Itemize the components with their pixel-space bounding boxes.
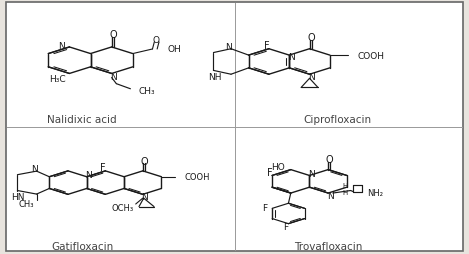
Text: H: H [342, 189, 348, 195]
Text: OCH₃: OCH₃ [111, 203, 133, 212]
Text: HO: HO [272, 162, 285, 171]
Text: O: O [152, 36, 159, 45]
Text: NH: NH [208, 72, 222, 82]
Text: O: O [307, 33, 315, 43]
Text: N: N [326, 191, 333, 200]
Text: F: F [100, 163, 106, 173]
Text: Ciprofloxacin: Ciprofloxacin [303, 115, 372, 125]
Text: F: F [262, 203, 267, 212]
Text: H₃C: H₃C [49, 74, 66, 83]
Text: CH₃: CH₃ [139, 86, 156, 95]
Text: COOH: COOH [358, 51, 385, 60]
Text: HN: HN [11, 192, 25, 201]
Text: F: F [267, 167, 272, 177]
Text: N: N [85, 170, 92, 180]
Text: N: N [225, 43, 232, 52]
Text: OH: OH [167, 45, 181, 54]
Text: NH₂: NH₂ [367, 188, 383, 198]
Text: COOH: COOH [185, 172, 211, 182]
Text: N: N [111, 72, 117, 81]
Text: N: N [308, 73, 315, 82]
Text: H: H [342, 183, 348, 189]
Text: O: O [326, 155, 333, 165]
Text: O: O [140, 156, 148, 166]
Text: N: N [141, 193, 148, 202]
Text: Trovafloxacin: Trovafloxacin [294, 241, 363, 251]
Text: Gatifloxacin: Gatifloxacin [51, 241, 113, 251]
FancyBboxPatch shape [6, 3, 463, 251]
Text: N: N [58, 42, 65, 51]
Text: CH₃: CH₃ [19, 199, 34, 208]
Text: N: N [288, 53, 295, 62]
Text: N: N [31, 164, 38, 173]
Text: F: F [264, 41, 269, 51]
Text: N: N [308, 169, 315, 178]
Text: F: F [284, 222, 288, 231]
Text: Nalidixic acid: Nalidixic acid [47, 115, 117, 125]
Text: O: O [109, 30, 117, 40]
